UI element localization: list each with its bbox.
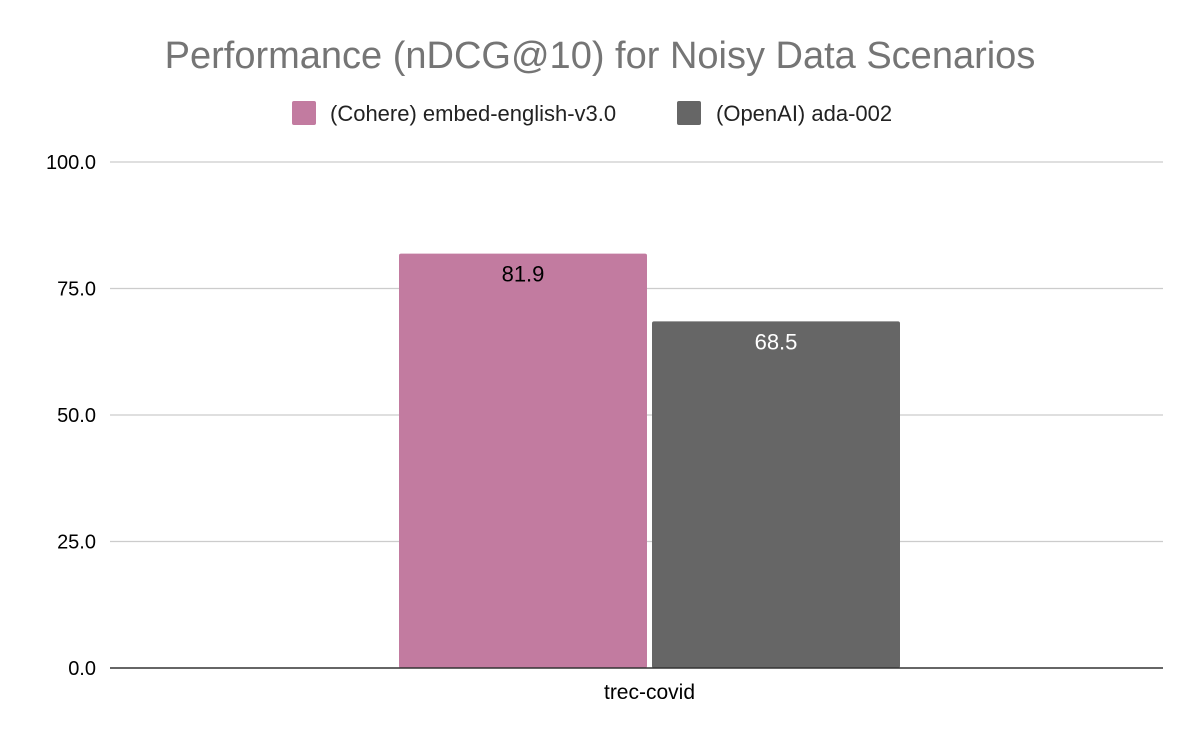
bar-openai-trec-covid [652,321,900,668]
bar-cohere-trec-covid [399,253,647,668]
bars [399,253,900,668]
data-labels: 81.9 68.5 [502,262,798,355]
legend: (Cohere) embed-english-v3.0 (OpenAI) ada… [292,101,892,126]
legend-label-cohere: (Cohere) embed-english-v3.0 [330,101,616,126]
legend-swatch-cohere [292,101,316,125]
data-label-cohere: 81.9 [502,262,545,287]
y-tick-label: 75.0 [57,279,96,301]
y-tick-label: 0.0 [68,658,96,680]
data-label-openai: 68.5 [755,329,798,354]
y-axis-ticks: 0.0 25.0 50.0 75.0 100.0 [46,152,96,680]
x-category-label: trec-covid [604,681,695,704]
legend-label-openai: (OpenAI) ada-002 [716,101,892,126]
legend-swatch-openai [677,101,701,125]
y-tick-label: 25.0 [57,532,96,554]
x-axis-labels: trec-covid [604,681,695,704]
y-tick-label: 50.0 [57,405,96,427]
y-tick-label: 100.0 [46,152,96,174]
chart-title: Performance (nDCG@10) for Noisy Data Sce… [165,35,1036,77]
